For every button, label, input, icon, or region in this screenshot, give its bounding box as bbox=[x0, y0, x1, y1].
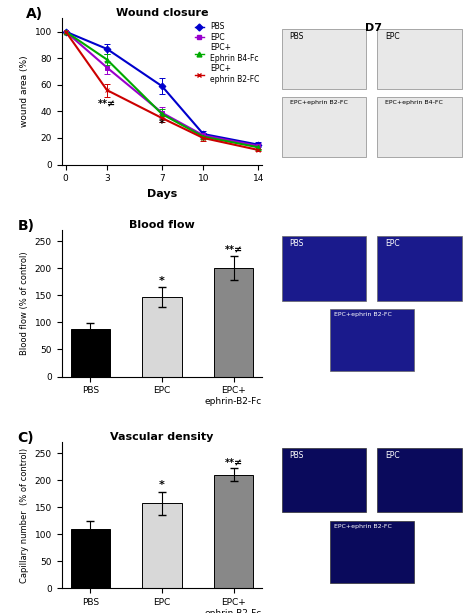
Legend: PBS, EPC, EPC+
Ephrin B4-Fc, EPC+
ephrin B2-FC: PBS, EPC, EPC+ Ephrin B4-Fc, EPC+ ephrin… bbox=[192, 19, 263, 87]
Bar bbox=[377, 97, 462, 158]
Text: *: * bbox=[159, 119, 165, 129]
Bar bbox=[330, 521, 414, 582]
Title: Blood flow: Blood flow bbox=[129, 219, 195, 230]
Text: EPC: EPC bbox=[385, 31, 400, 40]
Y-axis label: wound area (%): wound area (%) bbox=[20, 56, 29, 128]
Bar bbox=[282, 97, 366, 158]
Text: EPC+ephrin B2-FC: EPC+ephrin B2-FC bbox=[334, 524, 392, 529]
Text: EPC+ephrin B2-FC: EPC+ephrin B2-FC bbox=[334, 312, 392, 317]
Text: EPC+ephrin B2-FC: EPC+ephrin B2-FC bbox=[290, 101, 347, 105]
Bar bbox=[214, 268, 253, 376]
Text: PBS: PBS bbox=[290, 239, 304, 248]
Title: Wound closure: Wound closure bbox=[116, 7, 208, 18]
Text: *: * bbox=[159, 480, 165, 490]
Text: A): A) bbox=[26, 7, 43, 21]
Y-axis label: Capillary number  (% of control): Capillary number (% of control) bbox=[20, 448, 29, 583]
Bar bbox=[282, 448, 366, 512]
Bar bbox=[71, 529, 110, 588]
Bar bbox=[71, 329, 110, 376]
Text: EPC: EPC bbox=[385, 451, 400, 460]
Bar bbox=[330, 310, 414, 371]
Bar bbox=[377, 29, 462, 88]
Text: **≠: **≠ bbox=[225, 457, 243, 467]
Text: PBS: PBS bbox=[290, 31, 304, 40]
Text: PBS: PBS bbox=[290, 451, 304, 460]
Text: **≠: **≠ bbox=[225, 245, 243, 255]
Bar bbox=[282, 236, 366, 300]
Text: C): C) bbox=[18, 430, 34, 444]
Text: *: * bbox=[159, 276, 165, 286]
Y-axis label: Blood flow (% of control): Blood flow (% of control) bbox=[20, 251, 29, 356]
Text: **≠: **≠ bbox=[98, 99, 116, 109]
Bar bbox=[142, 297, 182, 376]
Text: EPC: EPC bbox=[385, 239, 400, 248]
Bar bbox=[377, 236, 462, 300]
Bar bbox=[282, 29, 366, 88]
X-axis label: Days: Days bbox=[147, 189, 177, 199]
Title: Vascular density: Vascular density bbox=[110, 432, 214, 441]
Text: EPC+ephrin B4-FC: EPC+ephrin B4-FC bbox=[385, 101, 443, 105]
Bar bbox=[377, 448, 462, 512]
Text: B): B) bbox=[18, 219, 35, 233]
Bar bbox=[142, 503, 182, 588]
Text: D7: D7 bbox=[365, 23, 382, 32]
Bar bbox=[214, 475, 253, 588]
